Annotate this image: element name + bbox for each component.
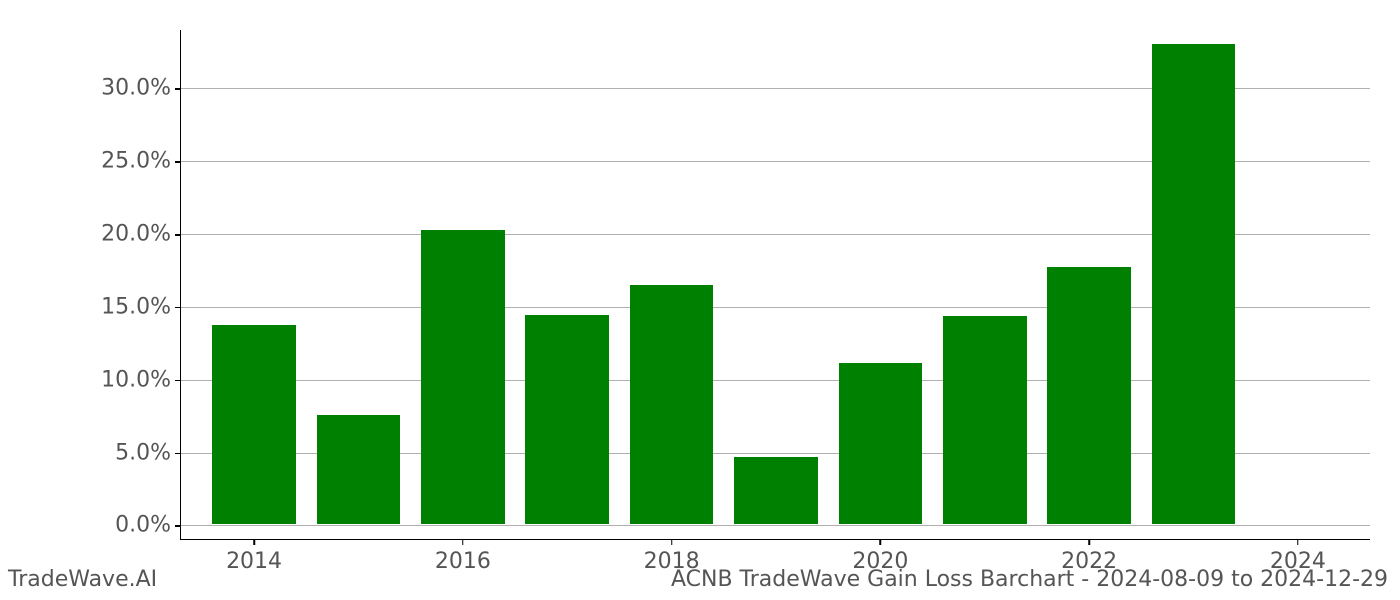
x-tick-mark	[1088, 539, 1090, 545]
y-tick-label: 15.0%	[101, 294, 171, 319]
bar-2016	[421, 230, 505, 524]
x-tick-mark	[253, 539, 255, 545]
footer-left-text: TradeWave.AI	[8, 567, 157, 592]
y-tick-label: 20.0%	[101, 222, 171, 247]
bar-2021	[943, 316, 1027, 524]
x-tick-mark	[671, 539, 673, 545]
bar-2014	[212, 325, 296, 525]
y-tick-label: 30.0%	[101, 76, 171, 101]
chart-container: 0.0%5.0%10.0%15.0%20.0%25.0%30.0%2014201…	[180, 30, 1370, 540]
x-tick-mark	[1297, 539, 1299, 545]
bar-2019	[734, 457, 818, 524]
footer-right-text: ACNB TradeWave Gain Loss Barchart - 2024…	[671, 567, 1388, 592]
x-tick-mark	[880, 539, 882, 545]
x-tick-label: 2016	[435, 549, 491, 574]
x-tick-mark	[462, 539, 464, 545]
y-tick-label: 10.0%	[101, 367, 171, 392]
bar-2022	[1047, 267, 1131, 525]
y-tick-label: 0.0%	[115, 513, 171, 538]
x-tick-label: 2014	[226, 549, 282, 574]
bar-2020	[839, 363, 923, 525]
y-tick-mark	[175, 234, 181, 236]
bar-2015	[317, 415, 401, 524]
y-tick-mark	[175, 525, 181, 527]
y-tick-label: 5.0%	[115, 440, 171, 465]
y-tick-mark	[175, 88, 181, 90]
bar-2023	[1152, 44, 1236, 525]
y-gridline	[181, 525, 1370, 526]
y-tick-mark	[175, 307, 181, 309]
bar-2017	[525, 315, 609, 525]
y-tick-label: 25.0%	[101, 149, 171, 174]
y-tick-mark	[175, 453, 181, 455]
y-tick-mark	[175, 161, 181, 163]
bar-2018	[630, 285, 714, 524]
plot-area: 0.0%5.0%10.0%15.0%20.0%25.0%30.0%2014201…	[180, 30, 1370, 540]
y-tick-mark	[175, 380, 181, 382]
